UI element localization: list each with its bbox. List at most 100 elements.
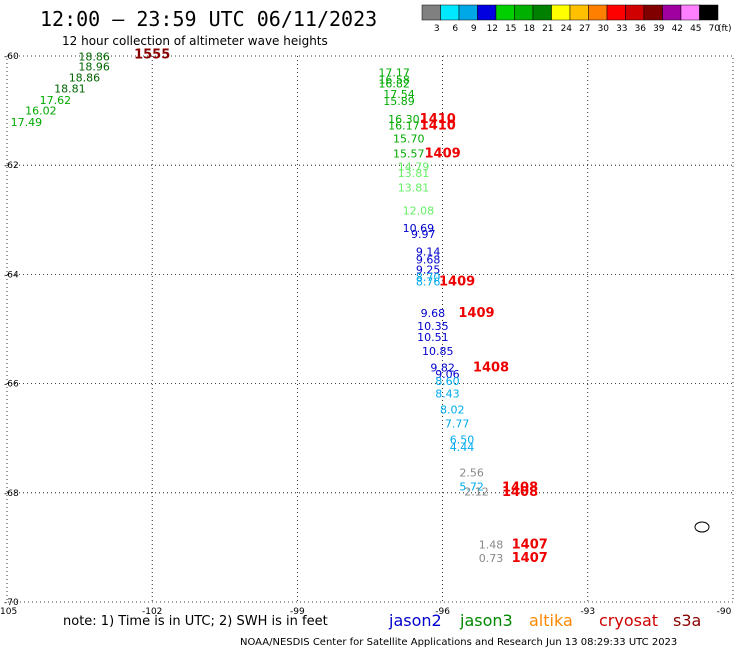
y-tick-label: -64 — [4, 270, 19, 280]
swh-label: 6.50 — [450, 434, 475, 447]
swh-label: 9.82 — [430, 362, 455, 375]
colorbar-swatch — [699, 4, 719, 21]
satellite-name: jason3 — [459, 611, 513, 630]
swh-label: 8.76 — [416, 275, 441, 288]
swh-label: 1.48 — [479, 538, 504, 551]
swh-label: 13.81 — [398, 181, 430, 194]
colorbar-label: 9 — [471, 24, 477, 34]
colorbar-label: 45 — [690, 24, 701, 34]
time-label: 1407 — [512, 551, 548, 566]
colorbar-label: 6 — [452, 24, 458, 34]
swh-label: 17.54 — [383, 88, 415, 101]
x-tick-label: -96 — [435, 607, 450, 617]
colorbar-label: 42 — [672, 24, 683, 34]
time-label: 1409 — [425, 147, 461, 162]
island-outline — [694, 521, 710, 533]
swh-label: 4.44 — [450, 441, 475, 454]
x-tick-label: -90 — [717, 607, 732, 617]
colorbar-swatch — [421, 4, 441, 21]
swh-label: 18.81 — [54, 83, 86, 96]
colorbar-label: 33 — [616, 24, 627, 34]
swh-label: 9.14 — [416, 245, 441, 258]
swh-label: 10.85 — [422, 345, 454, 358]
x-tick-label: -105 — [0, 607, 17, 617]
colorbar-swatch — [458, 4, 478, 21]
x-tick-label: -102 — [142, 607, 162, 617]
swh-label: 2.12 — [464, 486, 489, 499]
swh-label: 10.51 — [417, 331, 449, 344]
swh-label: 16.02 — [25, 104, 57, 117]
swh-label: 0.73 — [479, 552, 504, 565]
swh-label: 18.86 — [69, 72, 101, 85]
chart-title: 12:00 – 23:59 UTC 06/11/2023 — [40, 7, 377, 31]
swh-label: 8.02 — [440, 404, 465, 417]
y-tick-label: -70 — [4, 598, 19, 608]
swh-label: 8.70 — [416, 271, 441, 284]
time-label: 1410 — [420, 119, 456, 134]
swh-label: 5.72 — [459, 481, 484, 494]
colorbar-label: 36 — [635, 24, 647, 34]
swh-label: 8.60 — [435, 375, 460, 388]
plot-frame — [6, 55, 734, 603]
swh-label: 10.35 — [417, 320, 449, 333]
colorbar-swatch — [569, 4, 589, 21]
footer-credit: NOAA/NESDIS Center for Satellite Applica… — [240, 637, 677, 648]
swh-label: 16.30 — [388, 113, 420, 126]
swh-label: 14.79 — [398, 161, 430, 174]
time-label: 1408 — [473, 361, 509, 376]
swh-label: 2.56 — [459, 466, 484, 479]
colorbar-label: 15 — [505, 24, 516, 34]
swh-label: 7.77 — [445, 417, 470, 430]
colorbar-label: 70 — [709, 24, 721, 34]
satellite-legend: jason2 jason3 altika cryosat s3a — [388, 611, 701, 630]
satellite-name: cryosat — [599, 611, 658, 630]
swh-label: 8.43 — [435, 387, 460, 400]
colorbar-label: 27 — [579, 24, 590, 34]
axis-tick-labels: -105 -102 -99 -96 -93 -90 -60 -62 -64 -66 -68 -70 — [0, 52, 732, 617]
x-tick-label: -99 — [290, 607, 305, 617]
swh-label: 15.89 — [383, 95, 415, 108]
swh-label: 16.58 — [378, 73, 410, 86]
colorbar-swatch — [495, 4, 515, 21]
wave-height-points: 18.8618.9618.8618.8117.6216.0217.4917.17… — [11, 50, 504, 565]
swh-label: 17.49 — [11, 116, 43, 129]
swh-label: 12.08 — [403, 204, 435, 217]
swh-label: 18.86 — [78, 50, 110, 63]
swh-label: 15.70 — [393, 132, 425, 145]
colorbar-swatch — [662, 4, 682, 21]
pass-time-labels: 1555141014101409140914091408140814081407… — [134, 48, 548, 566]
y-tick-label: -66 — [4, 380, 19, 390]
colorbar-label: 24 — [561, 24, 573, 34]
swh-label: 16.82 — [378, 78, 410, 91]
colorbar-swatch — [551, 4, 571, 21]
colorbar-swatch — [606, 4, 626, 21]
colorbar-swatch — [440, 4, 460, 21]
swh-label: 9.25 — [416, 263, 441, 276]
x-tick-label: -93 — [580, 607, 595, 617]
colorbar-swatch — [588, 4, 608, 21]
time-label: 1409 — [458, 306, 494, 321]
time-label: 1555 — [134, 48, 170, 63]
satellite-name: jason2 — [388, 611, 442, 630]
swh-label: 17.17 — [378, 67, 410, 80]
swh-label: 13.81 — [398, 167, 430, 180]
colorbar-swatch — [643, 4, 663, 21]
colorbar-swatch — [532, 4, 552, 21]
colorbar-label: 30 — [598, 24, 610, 34]
time-label: 1409 — [439, 274, 475, 289]
colorbar-label: 21 — [542, 24, 553, 34]
swh-label: 18.96 — [78, 61, 110, 74]
time-label: 1407 — [512, 537, 548, 552]
colorbar-label: 3 — [434, 24, 440, 34]
colorbar-swatch — [625, 4, 645, 21]
swh-label: 17.62 — [40, 94, 72, 107]
time-label: 1410 — [420, 112, 456, 127]
colorbar-legend: 3 6 9 12 15 18 21 24 27 30 33 36 39 42 45 70(ft) — [421, 4, 732, 34]
swh-label: 9.06 — [435, 368, 460, 381]
colorbar-swatch — [514, 4, 534, 21]
satellite-name: altika — [529, 611, 573, 630]
colorbar-unit: (ft) — [718, 24, 732, 34]
swh-label: 10.69 — [403, 222, 435, 235]
colorbar-label: 39 — [653, 24, 665, 34]
